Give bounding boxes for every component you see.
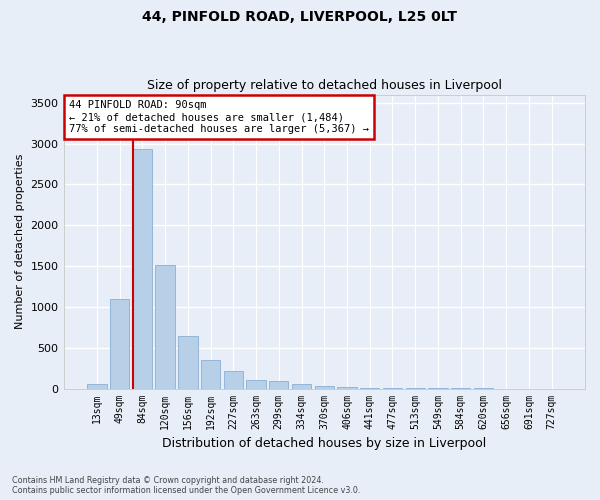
Text: 44 PINFOLD ROAD: 90sqm
← 21% of detached houses are smaller (1,484)
77% of semi-: 44 PINFOLD ROAD: 90sqm ← 21% of detached… (69, 100, 369, 134)
Y-axis label: Number of detached properties: Number of detached properties (15, 154, 25, 329)
Bar (224, 371, 243, 388)
Bar (110, 298, 130, 388)
Text: Contains HM Land Registry data © Crown copyright and database right 2024.
Contai: Contains HM Land Registry data © Crown c… (12, 476, 361, 495)
Bar (269, 381, 289, 388)
Bar (133, 150, 152, 388)
Bar (201, 360, 220, 388)
Title: Size of property relative to detached houses in Liverpool: Size of property relative to detached ho… (147, 79, 502, 92)
Text: 44, PINFOLD ROAD, LIVERPOOL, L25 0LT: 44, PINFOLD ROAD, LIVERPOOL, L25 0LT (143, 10, 458, 24)
X-axis label: Distribution of detached houses by size in Liverpool: Distribution of detached houses by size … (162, 437, 487, 450)
Bar (292, 384, 311, 388)
Bar (247, 380, 266, 388)
Bar (87, 384, 107, 388)
Bar (337, 387, 356, 388)
Bar (314, 386, 334, 388)
Bar (178, 336, 197, 388)
Bar (155, 265, 175, 388)
